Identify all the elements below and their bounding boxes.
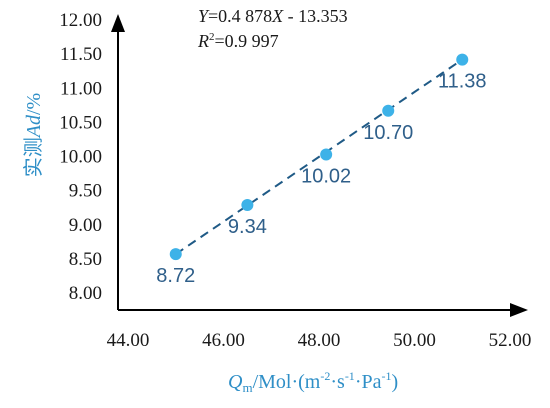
data-point	[456, 53, 469, 66]
x-tick-label: 46.00	[202, 330, 245, 351]
equation-rhs: =0.4 878	[208, 6, 272, 26]
y-tick-label: 10.00	[59, 147, 102, 168]
data-point	[241, 198, 254, 211]
trendline-group	[175, 58, 463, 255]
ylabel-unit: /%	[23, 93, 45, 115]
regression-equation: Y=0.4 878X - 13.353	[198, 6, 348, 26]
y-tick-label: 10.50	[59, 112, 102, 133]
r2-value: =0.9 997	[215, 31, 279, 51]
r2-label: R	[197, 31, 209, 51]
xlabel-mid1: ·s	[330, 371, 345, 393]
equation-const: - 13.353	[283, 6, 348, 26]
data-points	[169, 53, 469, 261]
y-tick-label: 9.00	[69, 215, 102, 236]
x-tick-label: 48.00	[298, 330, 341, 351]
ylabel-var: Ad	[23, 114, 45, 139]
data-point	[320, 148, 333, 161]
ylabel-text: 实测	[22, 137, 45, 177]
x-tick-label: 44.00	[107, 330, 150, 351]
r2-sup: 2	[209, 31, 215, 43]
data-label: 9.34	[228, 216, 267, 238]
x-axis-label: Qm/Mol·(m-2·s-1·Pa-1)	[228, 369, 398, 395]
equation-var: X	[271, 6, 284, 26]
data-labels: 8.72 9.34 10.02 10.70 11.38	[156, 71, 486, 288]
y-tick-label: 9.50	[69, 181, 102, 202]
equation-lhs: Y	[198, 6, 210, 26]
data-label: 10.02	[301, 165, 351, 187]
data-label: 8.72	[156, 265, 195, 287]
y-tick-label: 8.00	[69, 283, 102, 304]
xlabel-sub: m	[242, 380, 252, 395]
y-tick-label: 11.00	[60, 78, 102, 99]
x-axis-arrow	[510, 303, 528, 317]
x-tick-labels: 44.00 46.00 48.00 50.00 52.00	[107, 330, 532, 351]
xlabel-sup3: -1	[381, 369, 391, 383]
trendline	[175, 58, 463, 255]
data-point	[382, 104, 395, 117]
xlabel-mid2: ·Pa	[355, 371, 382, 393]
x-tick-label: 52.00	[489, 330, 532, 351]
xlabel-sup2: -1	[345, 369, 355, 383]
xlabel-sup1: -2	[320, 369, 330, 383]
r-squared: R2=0.9 997	[197, 31, 279, 51]
data-label: 11.38	[438, 71, 487, 93]
data-point	[169, 248, 182, 261]
y-tick-label: 12.00	[59, 10, 102, 31]
xlabel-rest: /Mol·(m	[253, 371, 321, 393]
y-axis-label: 实测Ad/%	[22, 93, 45, 177]
y-tick-label: 11.50	[60, 44, 102, 65]
y-tick-labels: 8.00 8.50 9.00 9.50 10.00 10.50 11.00 11.50 12.0…	[59, 10, 102, 304]
data-label: 10.70	[363, 122, 413, 144]
y-axis-arrow	[111, 14, 125, 32]
xlabel-main: Q	[228, 371, 243, 393]
x-tick-label: 50.00	[393, 330, 436, 351]
xlabel-end: )	[391, 371, 398, 393]
y-tick-label: 8.50	[69, 249, 102, 270]
